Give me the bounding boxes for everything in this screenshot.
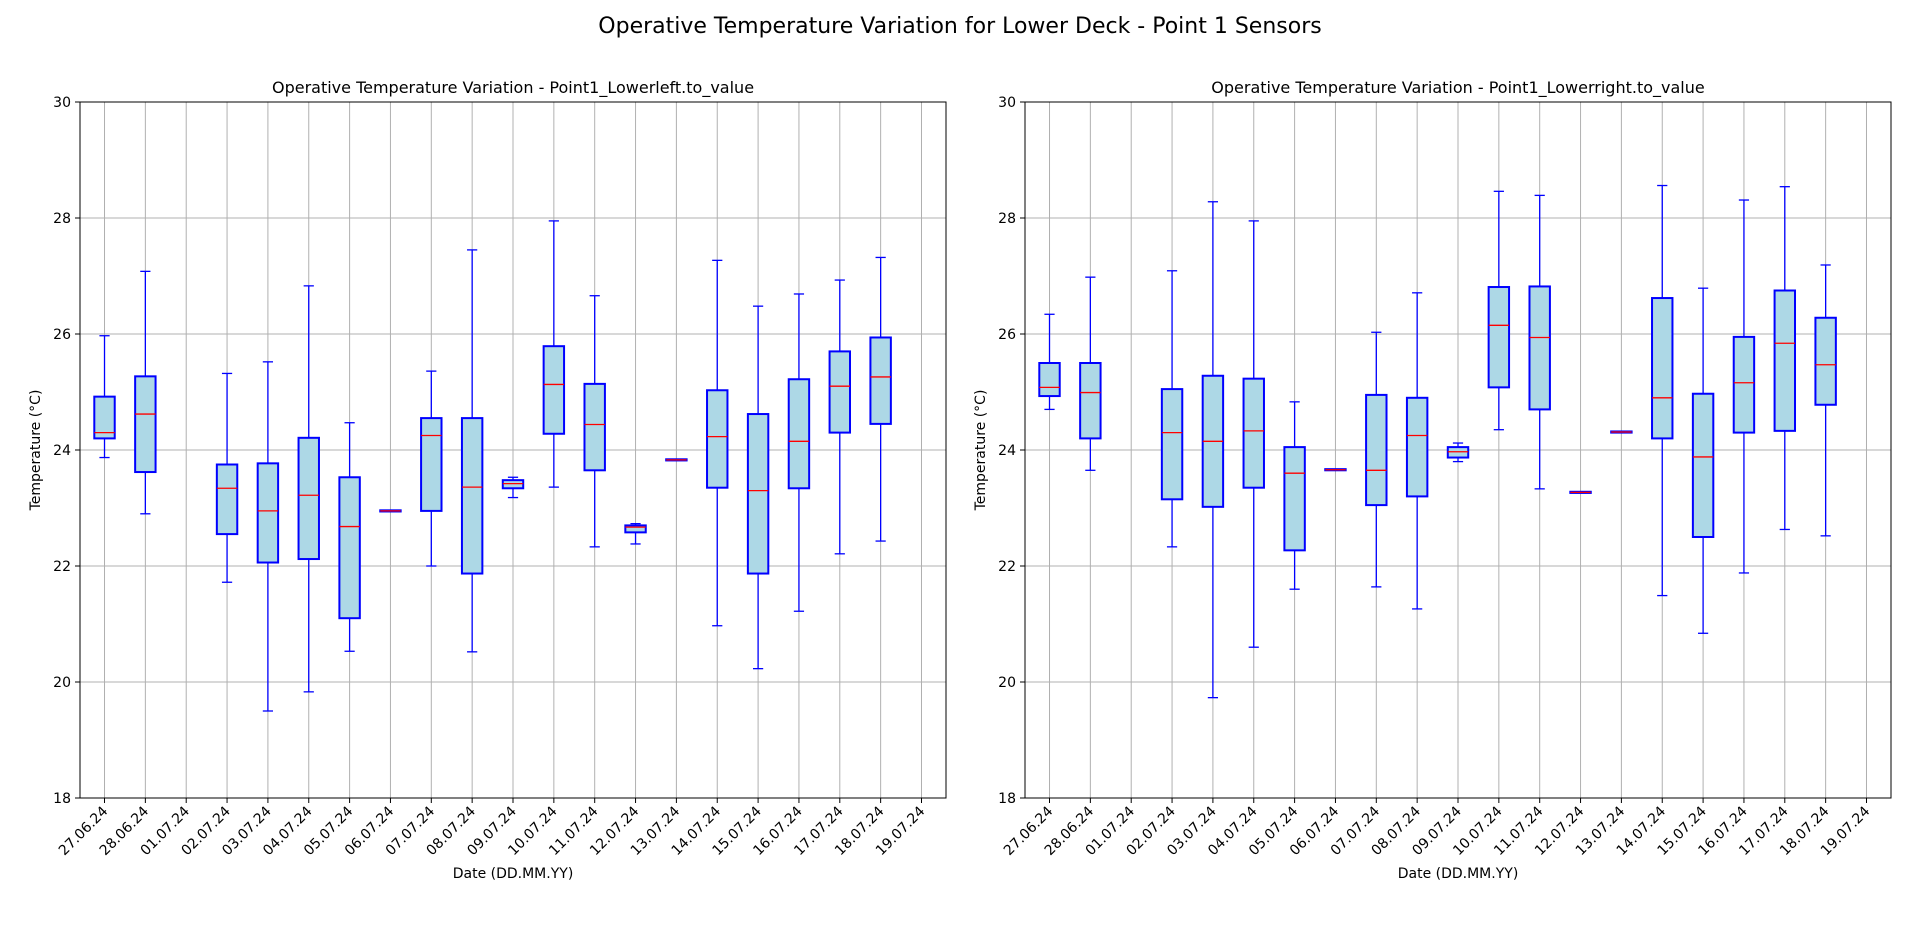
panel2-box — [1487, 286, 1511, 389]
panel2-box — [1732, 335, 1756, 434]
panel1-box — [338, 476, 361, 620]
panel2-box — [1651, 297, 1674, 440]
panel2-y-tick-label: 20 — [998, 675, 1016, 691]
panel2-y-tick-label: 18 — [998, 791, 1016, 807]
panel1-box — [134, 375, 157, 474]
panel2-box — [1038, 362, 1061, 398]
figure-title: Operative Temperature Variation for Lowe… — [598, 14, 1322, 39]
panel1-box — [869, 336, 892, 425]
panel1-box — [93, 395, 116, 440]
panel1-box — [787, 378, 811, 490]
panel1-y-tick-label: 22 — [53, 559, 71, 575]
panel2-box — [1079, 362, 1102, 440]
panel1-box — [706, 389, 729, 489]
panel2-box — [1242, 377, 1265, 489]
panel2-y-tick-label: 30 — [998, 95, 1016, 111]
panel1-box — [460, 417, 484, 575]
panel2-x-axis-label: Date (DD.MM.YY) — [1398, 866, 1519, 882]
panel2-box — [1814, 316, 1837, 406]
panel1-box — [297, 436, 320, 561]
panel1-box — [215, 463, 239, 536]
panel1-y-tick-label: 30 — [53, 95, 71, 111]
panel1-box — [746, 413, 770, 575]
panel2-box — [1365, 393, 1388, 507]
panel2-box — [1405, 396, 1429, 498]
panel2-y-axis-label: Temperature (°C) — [973, 390, 989, 512]
panel1-y-tick-label: 18 — [53, 791, 71, 807]
panel1-y-tick-label: 24 — [53, 443, 71, 459]
panel1-x-axis-label: Date (DD.MM.YY) — [453, 866, 574, 882]
panel2-y-tick-label: 24 — [998, 443, 1016, 459]
panel1-box — [420, 417, 443, 512]
panel1-y-axis-label: Temperature (°C) — [28, 390, 44, 512]
panel1-box — [828, 350, 852, 434]
panel2-title: Operative Temperature Variation - Point1… — [1211, 78, 1704, 98]
panel1-title: Operative Temperature Variation - Point1… — [272, 78, 754, 98]
panel1-box — [256, 462, 280, 564]
panel1-y-tick-label: 28 — [53, 211, 71, 227]
panel1-box — [542, 345, 566, 435]
panel2-box — [1773, 289, 1797, 432]
panel2-y-tick-label: 28 — [998, 211, 1016, 227]
panel2-y-tick-label: 26 — [998, 327, 1016, 343]
panel1-box — [624, 524, 647, 534]
panel2-y-tick-label: 22 — [998, 559, 1016, 575]
panel2-box — [1283, 446, 1306, 552]
panel2-box — [1528, 285, 1551, 411]
panel1-y-tick-label: 20 — [53, 675, 71, 691]
panel1-box — [583, 382, 606, 472]
panel2-box — [1691, 392, 1715, 538]
panel1-y-tick-label: 26 — [53, 327, 71, 343]
panel2-box — [1160, 388, 1184, 501]
